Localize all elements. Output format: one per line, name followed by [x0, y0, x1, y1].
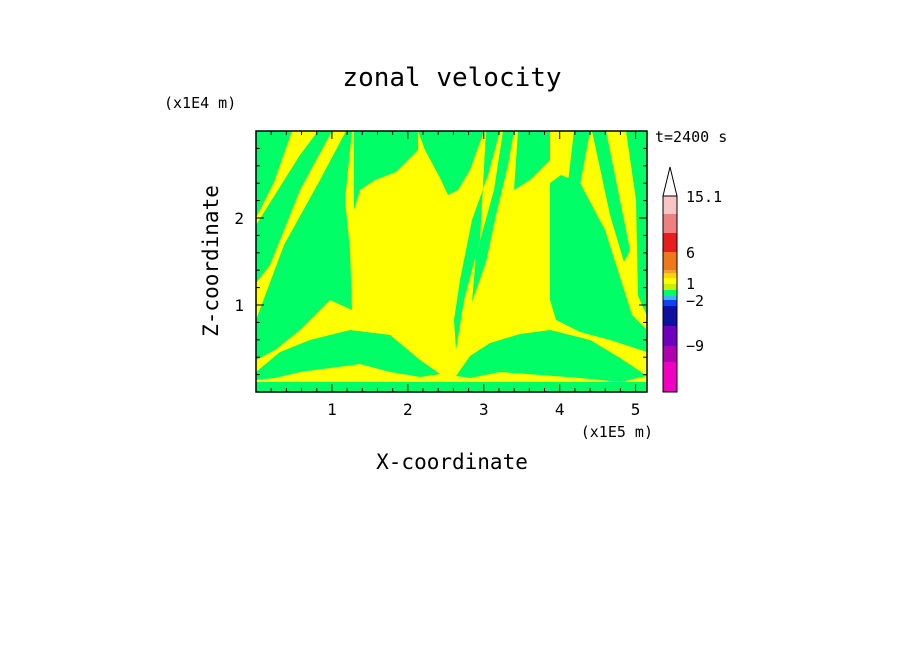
colorbar-label: −2 — [686, 292, 704, 310]
colorbar-segment — [663, 252, 677, 270]
colorbar-label: 15.1 — [686, 188, 722, 206]
colorbar-segment — [663, 296, 677, 300]
x-tick-label: 3 — [479, 400, 489, 419]
y-tick-label: 1 — [234, 296, 244, 315]
y-axis-label: Z-coordinate — [199, 185, 223, 337]
colorbar-segment — [663, 233, 677, 252]
colorbar-segment — [663, 326, 677, 346]
colorbar-segment — [663, 196, 677, 214]
x-axis-label: X-coordinate — [376, 450, 528, 474]
colorbar-segment — [663, 284, 677, 290]
x-unit-label: (x1E5 m) — [581, 423, 653, 441]
y-unit-label: (x1E4 m) — [164, 94, 236, 112]
colorbar-segment — [663, 290, 677, 296]
field-region — [456, 330, 647, 382]
field-region — [418, 131, 484, 195]
colorbar: 15.1 6 1−2 −9 — [662, 166, 722, 393]
x-tick-label: 2 — [403, 400, 413, 419]
colorbar-segment — [663, 362, 677, 392]
x-tick-label: 5 — [631, 400, 641, 419]
colorbar-segment — [663, 346, 677, 362]
field-region — [514, 131, 550, 190]
field-region — [256, 131, 292, 218]
plot-frame — [255, 130, 648, 393]
field-region — [550, 175, 647, 352]
field-region — [454, 131, 500, 350]
colorbar-segment — [663, 214, 677, 233]
colorbar-segment — [663, 273, 677, 278]
time-label: t=2400 s — [655, 128, 727, 146]
field-region — [256, 131, 352, 360]
colorbar-segment — [663, 278, 677, 284]
colorbar-label: −9 — [686, 337, 704, 355]
field-region — [256, 131, 332, 283]
x-tick-label: 4 — [555, 400, 565, 419]
field-region — [256, 330, 440, 380]
colorbar-extension — [662, 166, 678, 197]
colorbar-segment — [663, 300, 677, 306]
colorbar-label: 1 — [686, 275, 695, 293]
field-region — [568, 131, 590, 185]
field-region — [472, 131, 514, 302]
field-region — [592, 131, 630, 262]
colorbar-label: 6 — [686, 244, 695, 262]
y-tick-label: 2 — [234, 209, 244, 228]
x-tick-label: 1 — [327, 400, 337, 419]
colorbar-segment — [663, 306, 677, 326]
axis-ticks: 1 2 3 4 5 1 2 — [234, 131, 647, 419]
colorbar-frame — [662, 195, 678, 393]
colorbar-segment — [663, 270, 677, 273]
field-region — [354, 131, 418, 210]
field-region — [626, 131, 647, 316]
field-region — [256, 382, 647, 392]
plot-area: 1 2 3 4 5 1 2 — [234, 130, 648, 419]
chart-title: zonal velocity — [342, 63, 561, 93]
velocity-field — [256, 131, 647, 392]
